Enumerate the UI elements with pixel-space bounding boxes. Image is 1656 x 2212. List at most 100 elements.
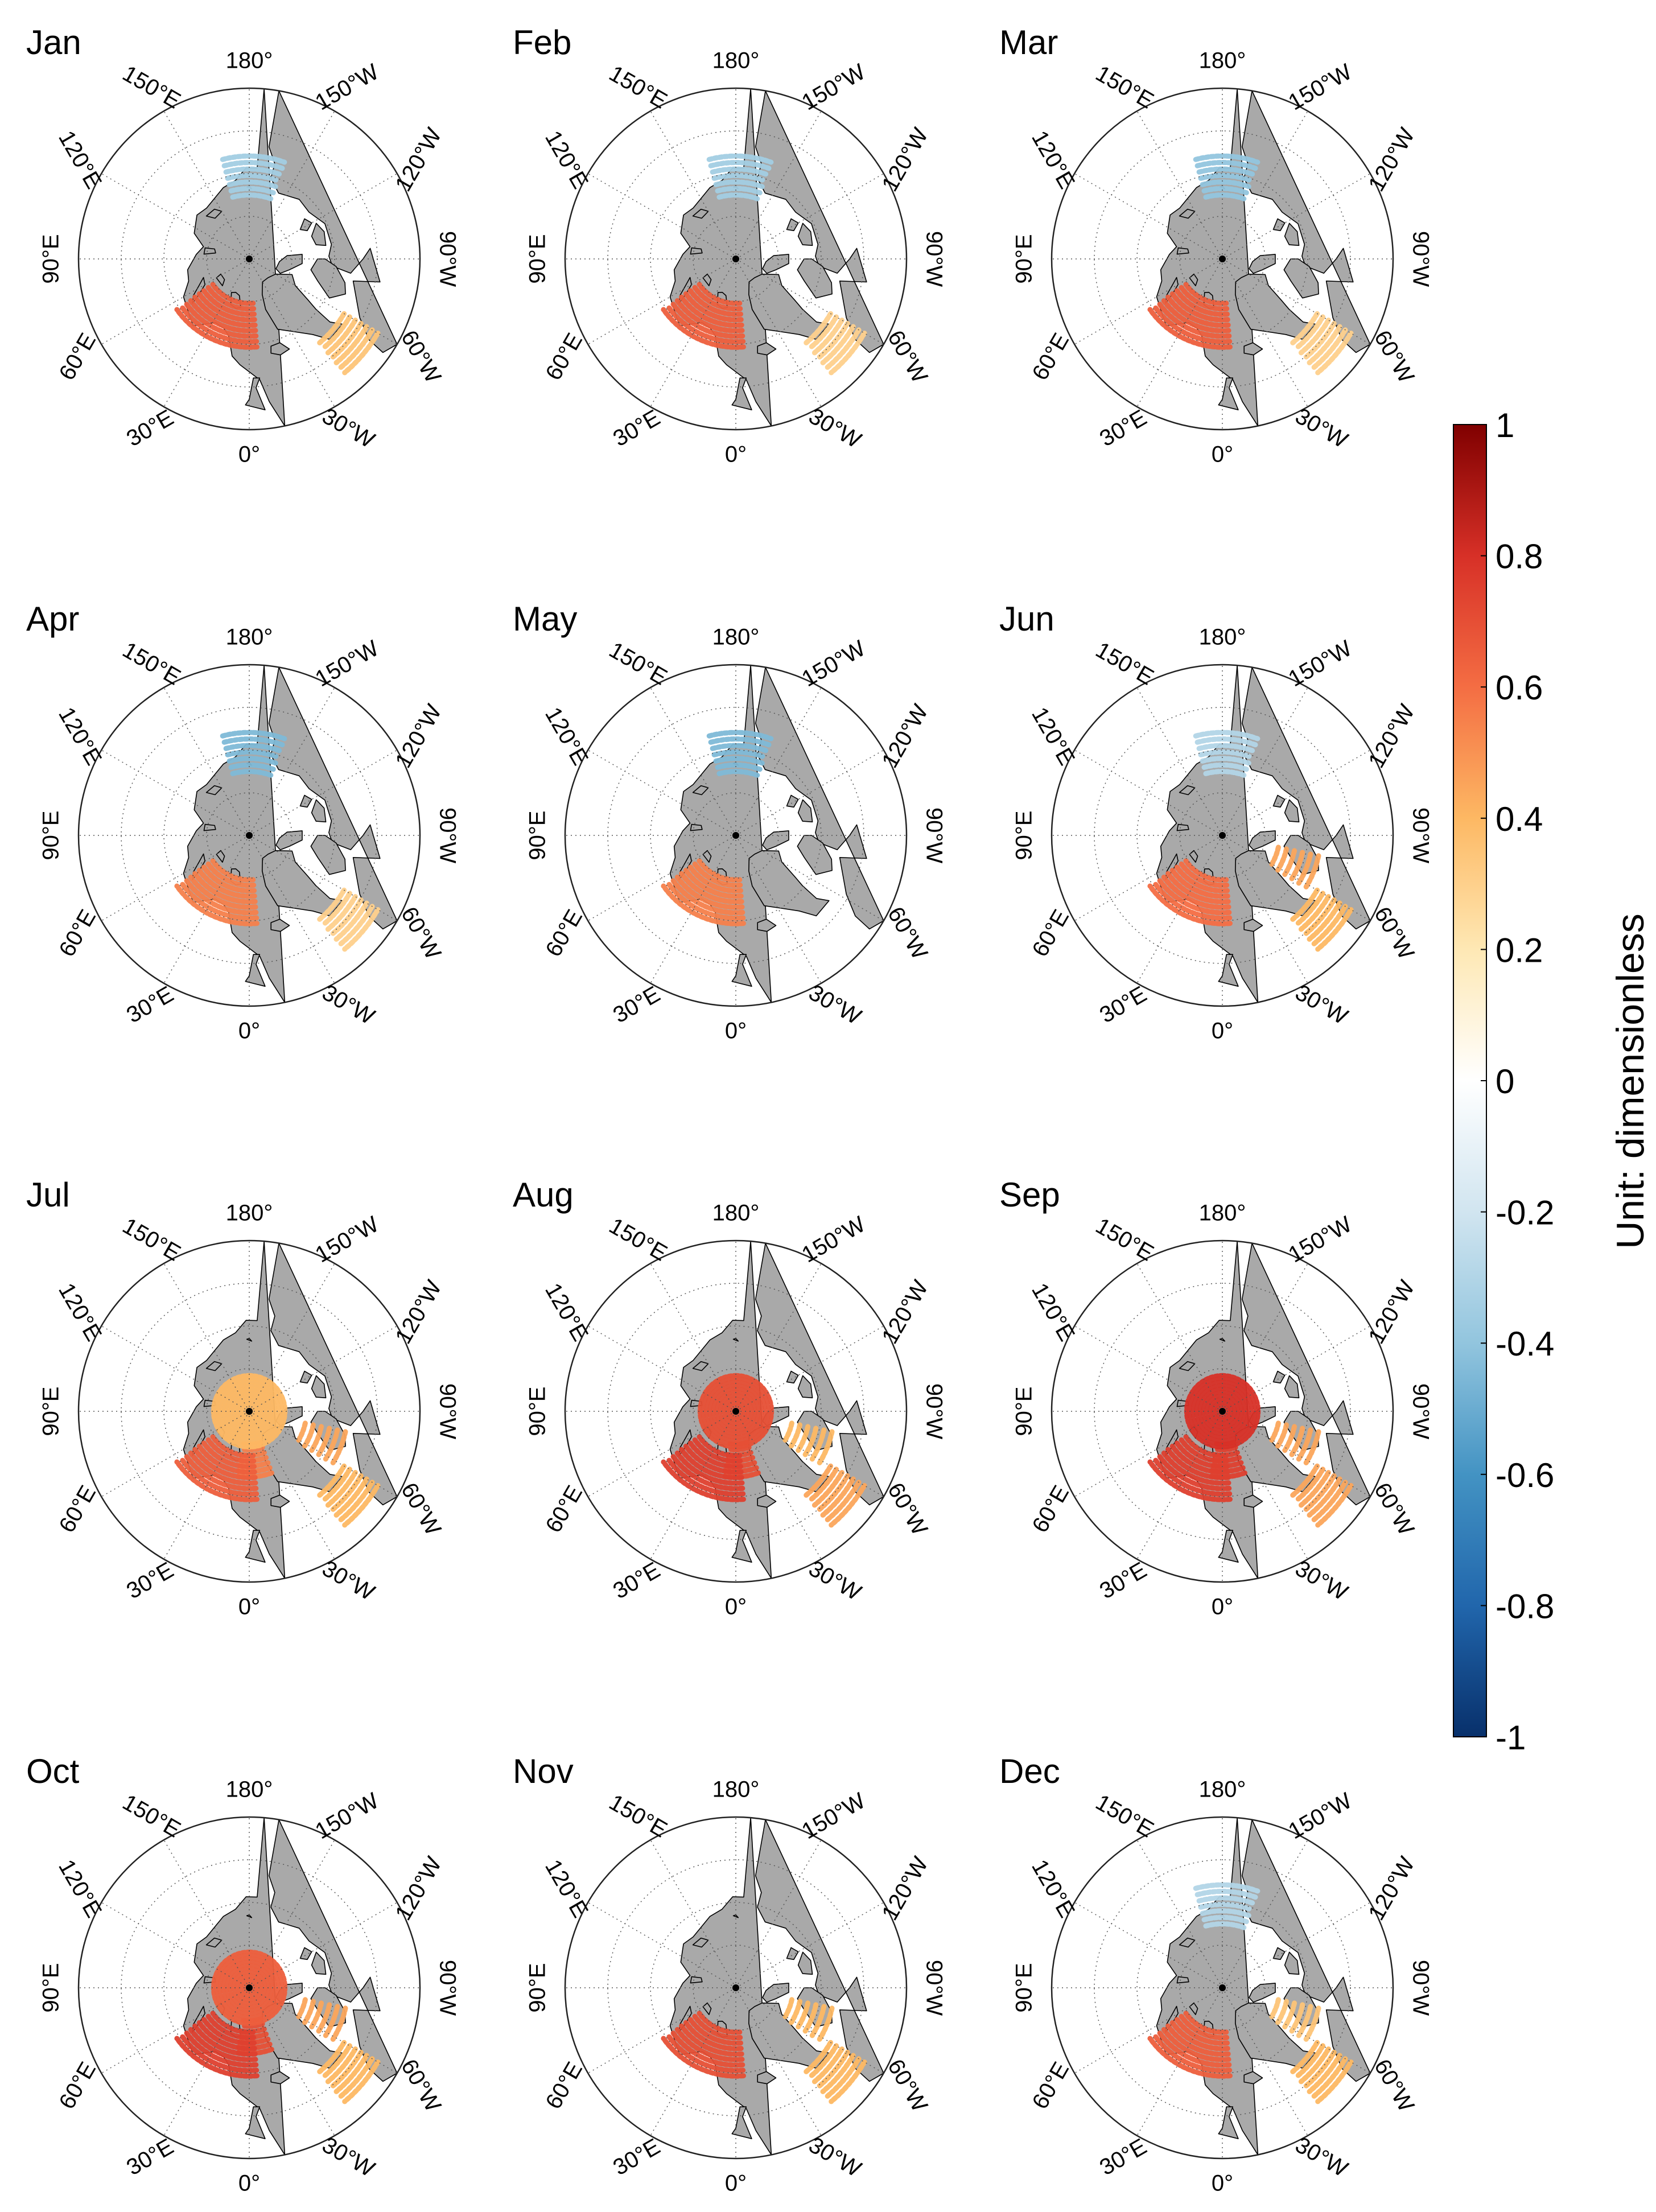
activity-streak [210, 2011, 256, 2035]
activity-streak [724, 1400, 747, 1423]
activity-labrador [317, 1463, 381, 1528]
activity-streak [716, 769, 760, 778]
activity-streak [1183, 282, 1229, 306]
longitude-label: 90°W [1408, 231, 1433, 287]
activity-streak [1156, 300, 1232, 339]
activity-barents [174, 1434, 259, 1502]
longitude-label: 150°W [1284, 1212, 1357, 1267]
land-britain [731, 1530, 752, 1563]
activity-streak [196, 1443, 257, 1475]
longitude-label: 150°W [311, 1212, 384, 1267]
longitude-label: 150°W [798, 636, 870, 691]
activity-streak [323, 2004, 340, 2038]
longitude-label: 120°E [540, 126, 593, 193]
activity-streak [820, 324, 856, 365]
meridian-line [1074, 1325, 1223, 1412]
activity-streak [333, 900, 369, 942]
activity-streak [1147, 2036, 1233, 2079]
activity-streak [687, 2017, 743, 2046]
activity-streak [1198, 749, 1254, 760]
meridian-line [163, 835, 250, 984]
longitude-label: 120°E [540, 1279, 593, 1345]
longitude-label: 60°E [541, 1481, 587, 1537]
meridian-line [1222, 110, 1308, 259]
map-frame [77, 1239, 421, 1583]
activity-streak [817, 1429, 835, 1467]
activity-streak [1311, 327, 1348, 370]
activity-streak [302, 1422, 316, 1449]
longitude-label: 30°E [122, 982, 178, 1028]
activity-streak [1179, 285, 1230, 312]
activity-streak [824, 327, 862, 370]
activity-streak [1296, 1427, 1313, 1462]
longitude-label: 150°W [798, 59, 870, 115]
latitude-circle [206, 792, 293, 879]
activity-streak [226, 179, 278, 190]
longitude-label: 60°W [883, 903, 932, 963]
meridian-line [1222, 835, 1371, 921]
activity-streak [1169, 867, 1230, 899]
longitude-label: 60°W [883, 326, 932, 387]
land-severnaya [203, 247, 216, 255]
colorbar-label: Unit: dimensionless [1609, 913, 1652, 1249]
activity-streak [179, 304, 259, 345]
meridian-line [735, 110, 822, 259]
meridian-line [587, 749, 736, 836]
land-banks [1272, 1370, 1286, 1384]
meridian-line [1136, 687, 1223, 836]
activity-streak [804, 311, 834, 345]
panel-month-title: May [513, 600, 577, 638]
north-pole-marker [246, 1984, 253, 1991]
longitude-label: 120°W [390, 1852, 446, 1925]
meridian-line [101, 258, 250, 345]
land-baffinIs [1283, 258, 1319, 299]
land-victoria [1284, 223, 1300, 246]
activity-streak [1307, 2053, 1342, 2094]
activity-barents [1147, 858, 1233, 926]
longitude-label: 120°W [1363, 700, 1419, 772]
meridian-line [587, 258, 736, 345]
activity-streak [796, 1424, 811, 1453]
activity-streak [1315, 907, 1354, 952]
land-baffinIs [310, 835, 346, 875]
activity-streak [816, 320, 850, 361]
map-content [1147, 88, 1371, 427]
activity-streak [1268, 1420, 1281, 1444]
longitude-label: 180° [226, 625, 273, 650]
activity-streak [1156, 877, 1232, 916]
map-content [1147, 1241, 1371, 1579]
map-frame [77, 87, 421, 431]
longitude-label: 30°W [318, 980, 379, 1029]
land-britain [245, 1530, 266, 1563]
activity-barents [174, 2011, 259, 2079]
land-britain [245, 377, 266, 410]
colorbar-tick-label: 1 [1496, 406, 1514, 444]
map-panels: 180°150°E120°E90°E60°E30°E0°30°W60°W90°W… [26, 23, 1433, 2196]
latitude-circle [206, 216, 293, 302]
graticule [565, 1241, 907, 1582]
land-banks [299, 1370, 312, 1384]
activity-streak [715, 762, 763, 772]
meridian-line [1222, 1263, 1308, 1412]
activity-pacific [1193, 1882, 1260, 1930]
meridian-line [735, 1839, 822, 1988]
longitude-label: 90°W [1408, 1960, 1433, 2016]
activity-streak [1303, 320, 1337, 361]
activity-streak [1179, 1437, 1230, 1464]
activity-streak [692, 1437, 743, 1464]
colorbar-tick-label: -0.8 [1496, 1587, 1554, 1625]
land-banks [786, 218, 799, 232]
activity-streak [692, 861, 743, 888]
latitude-circle [163, 1325, 335, 1497]
meridian-line [735, 1902, 884, 1988]
latitude-circle [163, 749, 335, 921]
activity-streak [706, 153, 774, 165]
longitude-label: 150°W [311, 59, 384, 115]
land-iceland [1243, 342, 1263, 356]
activity-streak [781, 1420, 794, 1444]
activity-streak [220, 153, 287, 165]
longitude-label: 120°W [390, 123, 446, 196]
activity-streak [1161, 874, 1231, 910]
activity-streak [824, 1480, 862, 1523]
activity-streak [1174, 1440, 1230, 1469]
